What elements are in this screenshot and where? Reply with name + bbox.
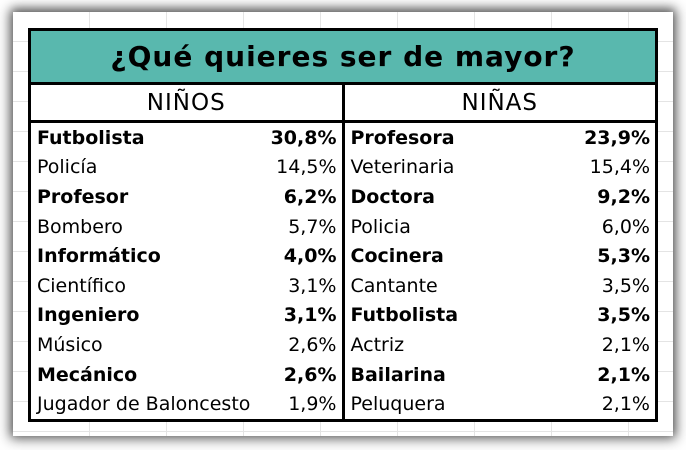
profession-value: 6,0% — [601, 215, 650, 238]
profession-label: Bailarina — [350, 363, 446, 386]
profession-value: 5,3% — [597, 245, 650, 268]
profession-label: Policía — [37, 156, 98, 179]
profession-label: Jugador de Baloncesto — [37, 393, 251, 416]
table-row: Músico 2,6% — [31, 330, 342, 360]
table-row: Bombero 5,7% — [31, 212, 342, 242]
table-title: ¿Qué quieres ser de mayor? — [110, 40, 576, 73]
table-row: Veterinaria 15,4% — [345, 153, 656, 183]
profession-label: Mecánico — [37, 363, 138, 386]
table-row: Mecánico 2,6% — [31, 360, 342, 390]
profession-value: 9,2% — [597, 185, 650, 208]
table-body: Futbolista 30,8% Policía 14,5% Profesor … — [31, 123, 655, 419]
profession-label: Futbolista — [37, 126, 145, 149]
table-row: Científico 3,1% — [31, 271, 342, 301]
profession-value: 3,1% — [283, 304, 337, 327]
table-row: Policía 14,5% — [31, 153, 342, 183]
profession-value: 2,1% — [601, 393, 650, 416]
profession-value: 23,9% — [584, 126, 650, 149]
profession-label: Profesora — [350, 126, 455, 149]
profession-label: Futbolista — [350, 304, 459, 327]
table-row: Cocinera 5,3% — [345, 241, 656, 271]
table-row: Profesora 23,9% — [345, 123, 656, 153]
table-row: Informático 4,0% — [31, 241, 342, 271]
table-row: Policia 6,0% — [345, 212, 656, 242]
table-row: Futbolista 30,8% — [31, 123, 342, 153]
profession-label: Científico — [37, 274, 127, 297]
column-headers-row: NIÑOS NIÑAS — [31, 85, 655, 123]
profession-label: Veterinaria — [350, 156, 455, 179]
table-row: Peluquera 2,1% — [345, 389, 656, 419]
column-header-ninas: NIÑAS — [341, 85, 656, 120]
profession-value: 2,6% — [283, 363, 337, 386]
survey-table: ¿Qué quieres ser de mayor? NIÑOS NIÑAS F… — [28, 28, 658, 422]
profession-label: Doctora — [350, 185, 435, 208]
table-row: Profesor 6,2% — [31, 182, 342, 212]
profession-label: Peluquera — [350, 393, 446, 416]
profession-label: Informático — [37, 245, 161, 268]
profession-label: Actriz — [350, 333, 405, 356]
table-row: Cantante 3,5% — [345, 271, 656, 301]
table-title-bar: ¿Qué quieres ser de mayor? — [31, 31, 655, 85]
table-image-canvas: ¿Qué quieres ser de mayor? NIÑOS NIÑAS F… — [13, 12, 673, 436]
column-header-ninos-label: NIÑOS — [146, 89, 226, 116]
profession-value: 5,7% — [288, 215, 337, 238]
profession-label: Cantante — [350, 274, 438, 297]
profession-value: 30,8% — [270, 126, 337, 149]
profession-value: 2,6% — [288, 333, 337, 356]
table-row: Actriz 2,1% — [345, 330, 656, 360]
profession-value: 3,5% — [601, 274, 650, 297]
profession-value: 3,1% — [288, 274, 337, 297]
profession-label: Ingeniero — [37, 304, 140, 327]
profession-label: Profesor — [37, 185, 129, 208]
table-row: Futbolista 3,5% — [345, 301, 656, 331]
column-header-ninas-label: NIÑAS — [461, 89, 539, 116]
profession-value: 6,2% — [283, 185, 337, 208]
profession-label: Cocinera — [350, 245, 444, 268]
profession-value: 14,5% — [276, 156, 337, 179]
table-row: Bailarina 2,1% — [345, 360, 656, 390]
profession-value: 3,5% — [597, 304, 650, 327]
profession-label: Músico — [37, 333, 103, 356]
profession-value: 15,4% — [589, 156, 650, 179]
profession-value: 4,0% — [283, 245, 337, 268]
profession-value: 2,1% — [597, 363, 650, 386]
table-row: Jugador de Baloncesto 1,9% — [31, 389, 342, 419]
ninas-column: Profesora 23,9% Veterinaria 15,4% Doctor… — [341, 123, 656, 419]
ninos-column: Futbolista 30,8% Policía 14,5% Profesor … — [31, 123, 342, 419]
profession-value: 1,9% — [288, 393, 337, 416]
table-row: Ingeniero 3,1% — [31, 301, 342, 331]
profession-value: 2,1% — [601, 333, 650, 356]
profession-label: Policia — [350, 215, 411, 238]
table-row: Doctora 9,2% — [345, 182, 656, 212]
profession-label: Bombero — [37, 215, 123, 238]
column-header-ninos: NIÑOS — [31, 85, 342, 120]
